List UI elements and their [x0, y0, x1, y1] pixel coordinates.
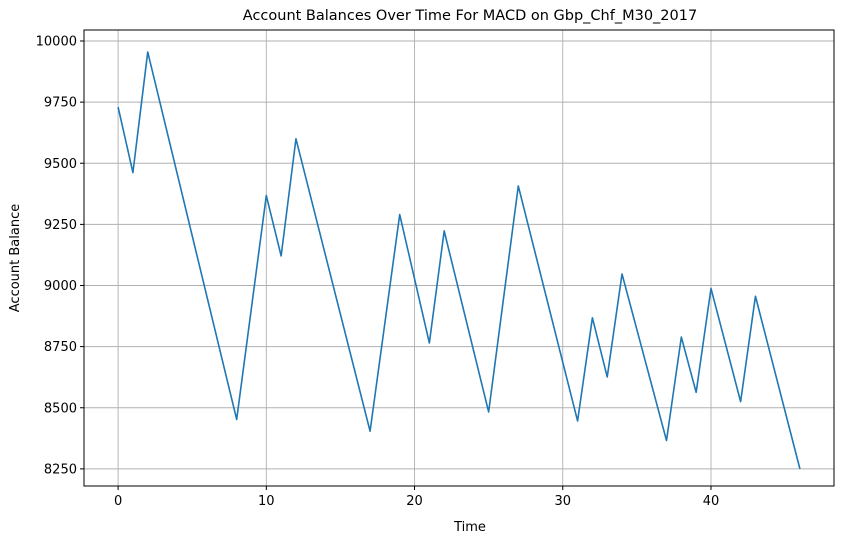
y-tick-label: 8500 — [44, 401, 77, 416]
y-tick-label: 8250 — [44, 462, 77, 477]
y-tick-label: 8750 — [44, 340, 77, 355]
y-tick-label: 10000 — [36, 35, 77, 50]
series-layer — [117, 51, 801, 470]
y-tick-label: 9250 — [44, 218, 77, 233]
y-axis-label: Account Balance — [8, 204, 23, 312]
x-tick-label: 10 — [258, 494, 275, 509]
x-tick-label: 40 — [703, 494, 720, 509]
x-tick-label: 20 — [406, 494, 423, 509]
x-tick-label: 30 — [554, 494, 571, 509]
chart-title: Account Balances Over Time For MACD on G… — [243, 8, 697, 24]
y-tick-label: 9000 — [44, 279, 77, 294]
x-tick-label: 0 — [114, 494, 122, 509]
y-tick-label: 9500 — [44, 157, 77, 172]
series-line — [117, 51, 801, 470]
grid — [84, 30, 834, 486]
y-tick-label: 9750 — [44, 96, 77, 111]
ticks: 0 10 20 30 40 8250 8500 8750 9000 9250 9500 9750 100… — [36, 35, 720, 509]
x-axis-label: Time — [453, 520, 486, 535]
plot-frame — [83, 29, 835, 487]
